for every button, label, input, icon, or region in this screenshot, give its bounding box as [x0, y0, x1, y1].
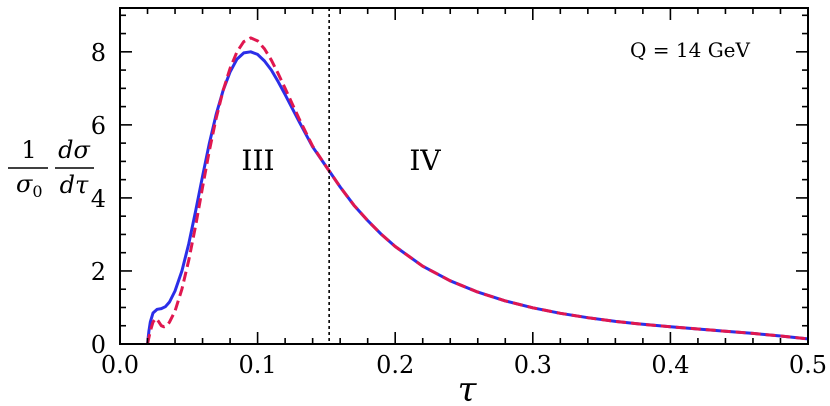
- y-tick-label: 4: [91, 185, 106, 213]
- region-iv-label: IV: [409, 144, 441, 177]
- y-tick-label: 2: [91, 258, 106, 286]
- x-tick-label: 0.2: [376, 351, 414, 379]
- plot-frame: [119, 7, 809, 345]
- series-line-solid: [146, 50, 809, 345]
- region-iii-label: III: [241, 144, 274, 177]
- ticks-layer: [119, 8, 809, 345]
- y-tick-label: 0: [91, 331, 106, 359]
- x-axis-label: τ: [458, 370, 478, 406]
- y-axis-label: 1 σ0 dσ dτ: [8, 136, 94, 201]
- series-line-dashed: [146, 36, 809, 345]
- y-label-numerator-left: 1: [21, 136, 36, 164]
- y-tick-label: 6: [91, 112, 106, 140]
- series-layer: [146, 36, 809, 345]
- x-tick-label: 0.4: [651, 351, 689, 379]
- x-tick-label: 0.1: [239, 351, 277, 379]
- y-label-numerator-right: dσ: [58, 136, 90, 164]
- y-tick-label: 8: [91, 39, 106, 67]
- y-label-denominator-right: dτ: [60, 171, 89, 199]
- energy-annotation: Q = 14 GeV: [630, 38, 750, 62]
- x-tick-label: 0.0: [101, 351, 139, 379]
- x-tick-label: 0.3: [514, 351, 552, 379]
- y-label-sigma: σ: [16, 170, 33, 198]
- tick-labels-layer: 0.0 0.1 0.2 0.3 0.4 0.5 0 2 4 6 8: [91, 39, 827, 379]
- y-label-subscript: 0: [32, 182, 42, 201]
- y-label-denominator-left: σ0: [16, 170, 43, 201]
- x-tick-label: 0.5: [789, 351, 827, 379]
